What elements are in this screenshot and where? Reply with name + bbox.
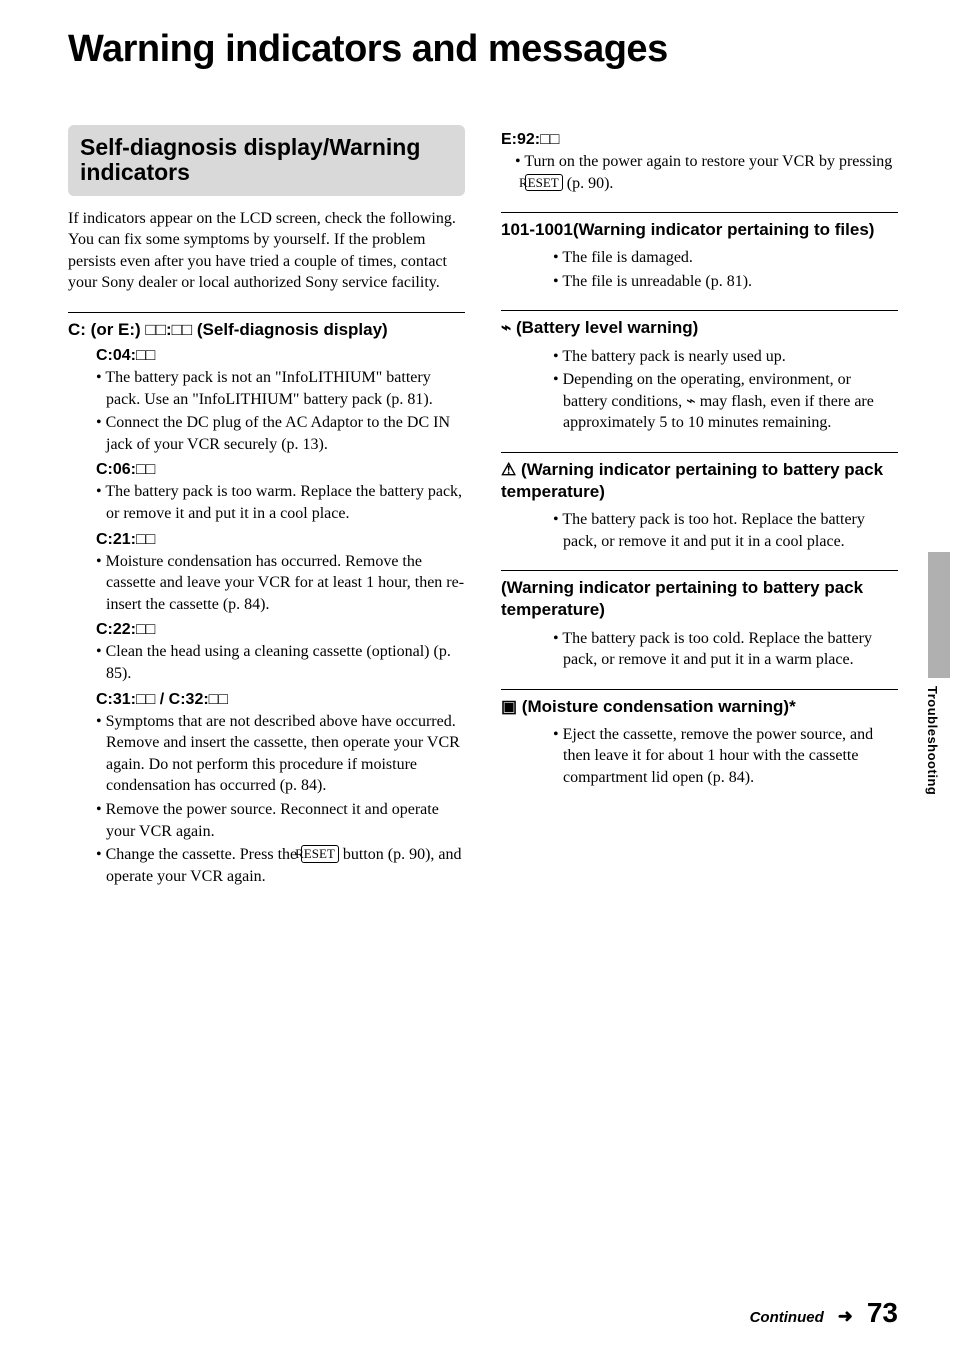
side-tab-label: Troubleshooting — [925, 686, 940, 795]
bullets-battery-level: The battery pack is nearly used up. Depe… — [553, 346, 898, 434]
reset-key-icon: RESET — [301, 845, 339, 863]
topic-title-battery-hot: ⚠ (Warning indicator pertaining to batte… — [501, 459, 898, 503]
list-item: The battery pack is nearly used up. — [553, 346, 898, 368]
list-item: The battery pack is too hot. Replace the… — [553, 509, 898, 552]
section-heading-line2: indicators — [80, 160, 453, 185]
code-c22: C:22:□□ — [96, 621, 465, 639]
topic-divider — [501, 212, 898, 213]
moisture-icon: ▣ — [501, 697, 517, 716]
topic-title-text: (Battery level warning) — [511, 318, 698, 337]
list-item: The battery pack is too cold. Replace th… — [553, 628, 898, 671]
side-tab-bar — [928, 552, 950, 678]
content-columns: Self-diagnosis display/Warning indicator… — [68, 125, 898, 893]
warning-hot-icon: ⚠ — [501, 460, 521, 479]
text-fragment: (p. 90). — [563, 175, 614, 192]
footer: Continued ➜ 73 — [750, 1297, 898, 1329]
list-item: Depending on the operating, environment,… — [553, 369, 898, 434]
list-item: The file is damaged. — [553, 247, 898, 269]
code-c21: C:21:□□ — [96, 531, 465, 549]
list-item: Change the cassette. Press the RESET but… — [96, 844, 465, 887]
text-fragment: Change the cassette. Press the — [106, 846, 302, 863]
list-item: Turn on the power again to restore your … — [515, 151, 898, 194]
bullets-moisture: Eject the cassette, remove the power sou… — [553, 724, 898, 789]
bullets-e92: Turn on the power again to restore your … — [515, 151, 898, 194]
bullets-battery-cold: The battery pack is too cold. Replace th… — [553, 628, 898, 671]
topic-title-battery-cold: (Warning indicator pertaining to battery… — [501, 577, 898, 621]
page-title: Warning indicators and messages — [68, 28, 898, 71]
bullets-c31: Symptoms that are not described above ha… — [96, 711, 465, 888]
list-item: The battery pack is not an "InfoLITHIUM"… — [96, 367, 465, 410]
topic-title-moisture: ▣ (Moisture condensation warning)* — [501, 696, 898, 718]
text-fragment: Turn on the power again to restore your … — [524, 153, 892, 170]
list-item: Connect the DC plug of the AC Adaptor to… — [96, 412, 465, 455]
bullets-c06: The battery pack is too warm. Replace th… — [96, 481, 465, 524]
topic-divider — [501, 689, 898, 690]
topic-divider — [501, 570, 898, 571]
topic-title-text: (Warning indicator pertaining to battery… — [501, 578, 863, 619]
continued-label: Continued — [750, 1309, 824, 1326]
list-item: Remove the power source. Reconnect it an… — [96, 799, 465, 842]
list-item: Moisture condensation has occurred. Remo… — [96, 551, 465, 616]
bullets-c21: Moisture condensation has occurred. Remo… — [96, 551, 465, 616]
bullets-battery-hot: The battery pack is too hot. Replace the… — [553, 509, 898, 552]
reset-key-icon: RESET — [525, 174, 563, 192]
topic-divider — [501, 310, 898, 311]
list-item: Symptoms that are not described above ha… — [96, 711, 465, 797]
left-column: Self-diagnosis display/Warning indicator… — [68, 125, 465, 893]
section-heading: Self-diagnosis display/Warning indicator… — [68, 125, 465, 196]
topic-divider — [68, 312, 465, 313]
code-c04: C:04:□□ — [96, 347, 465, 365]
bullets-c22: Clean the head using a cleaning cassette… — [96, 641, 465, 684]
page-number: 73 — [867, 1297, 898, 1329]
section-heading-line1: Self-diagnosis display/Warning — [80, 135, 453, 160]
right-column: E:92:□□ Turn on the power again to resto… — [501, 125, 898, 893]
topic-title-text: (Warning indicator pertaining to battery… — [501, 460, 883, 501]
topic-title-battery-level: ⌁ (Battery level warning) — [501, 317, 898, 339]
list-item: Eject the cassette, remove the power sou… — [553, 724, 898, 789]
list-item: Clean the head using a cleaning cassette… — [96, 641, 465, 684]
battery-low-icon: ⌁ — [501, 318, 511, 337]
topic-title-self-diagnosis: C: (or E:) □□:□□ (Self-diagnosis display… — [68, 319, 465, 341]
list-item: The battery pack is too warm. Replace th… — [96, 481, 465, 524]
code-e92: E:92:□□ — [501, 131, 898, 149]
bullets-files: The file is damaged. The file is unreada… — [553, 247, 898, 292]
bullets-c04: The battery pack is not an "InfoLITHIUM"… — [96, 367, 465, 455]
code-c06: C:06:□□ — [96, 461, 465, 479]
topic-divider — [501, 452, 898, 453]
topic-title-files: 101-1001(Warning indicator pertaining to… — [501, 219, 898, 241]
list-item: The file is unreadable (p. 81). — [553, 271, 898, 293]
arrow-icon: ➜ — [838, 1306, 853, 1327]
code-c31: C:31:□□ / C:32:□□ — [96, 691, 465, 709]
side-tab: Troubleshooting — [902, 548, 924, 798]
topic-title-text: (Moisture condensation warning)* — [517, 697, 796, 716]
intro-paragraph: If indicators appear on the LCD screen, … — [68, 208, 465, 294]
